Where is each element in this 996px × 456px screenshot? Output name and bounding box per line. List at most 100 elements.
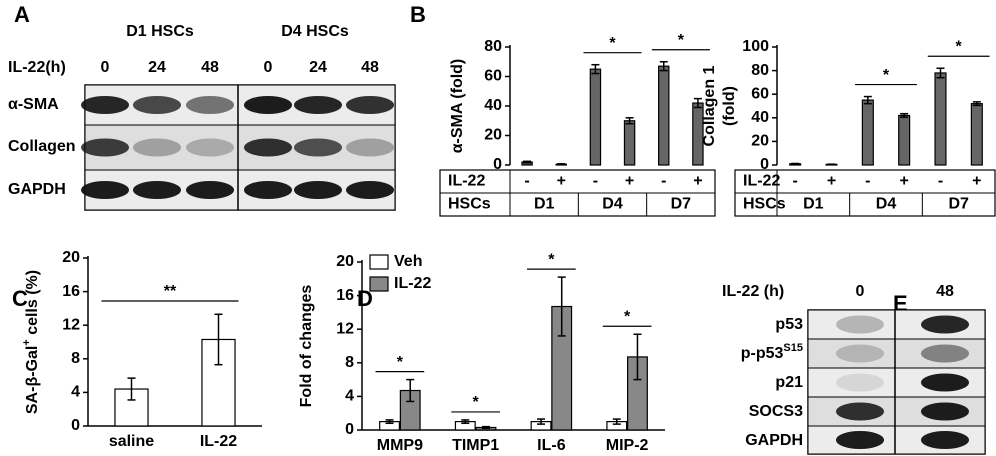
blot-band [921,344,969,363]
time-label: 0 [856,283,865,300]
error-bar [612,418,621,425]
blot-band [836,402,884,421]
time-label: 24 [148,59,166,76]
table-cell: - [793,173,798,190]
y-tick-label: 0 [71,417,80,434]
significance-label: ** [164,283,177,300]
treatment-label: IL-22 (h) [722,283,784,300]
y-tick-label: 16 [336,287,354,304]
legend-label: IL-22 [394,275,431,292]
y-tick-label: 20 [336,253,354,270]
y-axis-label-sup: + [21,339,33,345]
table-row-label: IL-22 [743,173,780,190]
row-label-text: GAPDH [745,432,803,449]
panel-label: C [12,286,28,311]
significance-label: * [956,38,963,55]
blot-band [133,181,181,199]
bar [898,114,911,166]
panel-label: D [357,286,373,311]
time-label: 0 [101,59,110,76]
significance-label: * [624,308,631,325]
time-label: 48 [361,59,379,76]
significance-label: * [678,32,685,49]
row-label: p53 [775,316,803,333]
row-label: p-p53S15 [741,342,803,362]
panel-label: A [14,2,30,27]
y-tick-label: 40 [751,109,769,126]
error-bar [936,67,945,79]
table-cell: + [557,173,566,190]
blot-band [921,431,969,449]
y-tick-label: 0 [760,156,769,173]
blot-band [346,96,394,114]
y-tick-label: 40 [484,97,502,114]
blot-band [294,96,342,114]
table-group: D7 [948,196,969,213]
row-label: p21 [775,374,803,391]
time-label: 48 [201,59,219,76]
blot-band [346,138,394,157]
blot-band [186,138,234,157]
blot-band [921,373,969,392]
row-label-sup: S15 [783,342,803,354]
y-tick-label: 4 [345,388,354,405]
bar [970,103,983,166]
blot-band [186,96,234,114]
y-axis-label-text: SA-β-Gal [24,346,41,414]
error-bar [461,419,470,425]
table-cell: - [865,173,870,190]
error-bar [523,160,532,164]
blot-band [244,138,292,157]
blot-band [186,181,234,199]
error-bar [791,162,800,165]
error-bar [591,63,600,75]
error-bar [863,95,872,105]
y-tick-label: 4 [71,384,80,401]
y-tick-label: 60 [751,85,769,102]
error-bar [127,377,136,401]
row-label: GAPDH [8,181,66,198]
bar [658,65,670,166]
row-label-text: SOCS3 [749,403,803,420]
time-label: 0 [264,59,273,76]
table-group: D1 [534,196,555,213]
blot-band [836,431,884,449]
error-bar [900,112,909,118]
blot-band [836,373,884,392]
blot-row [84,169,396,211]
error-bar [557,276,566,337]
significance-label: * [397,354,404,371]
error-bar [385,419,394,425]
time-label: 48 [936,283,954,300]
legend-label: Veh [394,253,422,270]
error-bar [693,97,702,109]
row-label-text: p21 [775,374,803,391]
table-cell: + [625,173,634,190]
y-tick-label: 80 [484,38,502,55]
legend-swatch [369,254,389,270]
x-tick-label: MIP-2 [606,437,649,454]
y-tick-label: 0 [493,156,502,173]
x-tick-label: saline [109,433,154,450]
bar [623,120,636,166]
table-group: D4 [602,196,623,213]
blot-row [807,338,986,369]
y-tick-label: 20 [484,127,502,144]
blot-band [244,181,292,199]
y-axis-label: Fold of changes [298,285,315,408]
significance-label: * [473,394,480,411]
table-group: D4 [876,196,897,213]
error-bar [406,378,415,403]
blot-band [836,344,884,363]
row-label: SOCS3 [749,403,803,420]
y-tick-label: 20 [62,249,80,266]
blot-band [133,138,181,157]
error-bar [214,313,223,366]
blot-band [81,96,129,114]
table-cell: + [972,173,981,190]
row-label: GAPDH [745,432,803,449]
error-bar [537,418,546,425]
blot-row [84,124,396,171]
table-row-label: IL-22 [448,173,485,190]
table-row-label: HSCs [743,196,786,213]
